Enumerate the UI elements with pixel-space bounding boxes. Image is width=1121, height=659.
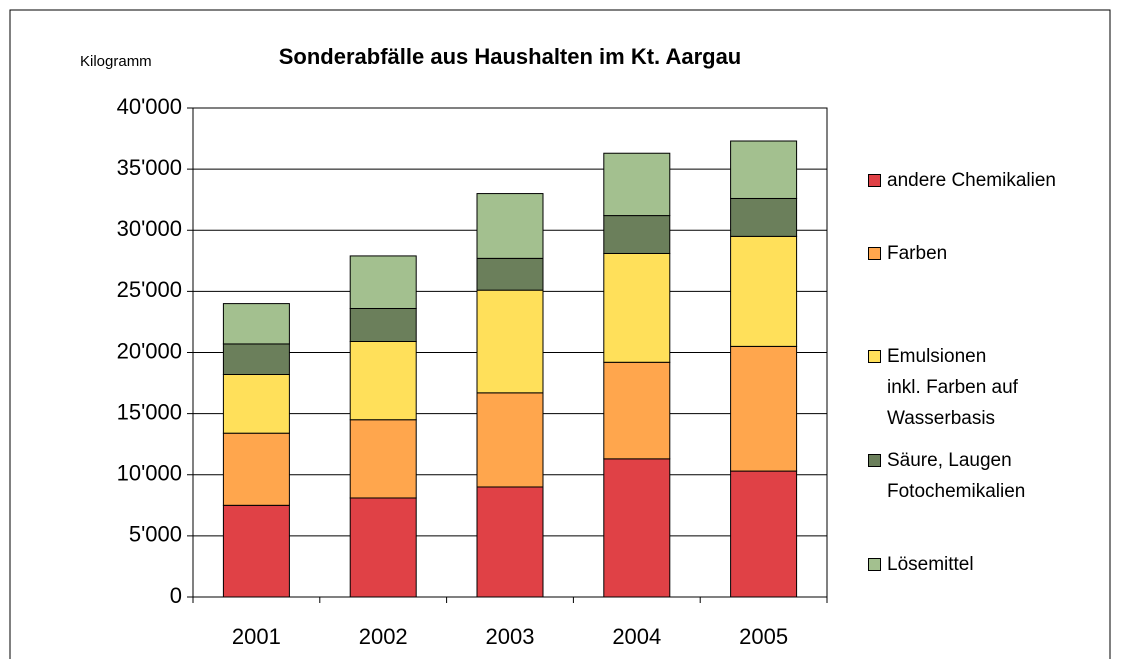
bar-segment [730,345,798,472]
x-tick-label: 2002 [359,624,408,649]
y-tick-label: 10'000 [117,461,182,486]
legend-item: andere Chemikalien [868,165,1056,196]
bar-segment [730,197,798,237]
legend-item: Säure, Laugen Fotochemikalien [868,445,1025,507]
legend-label: Säure, Laugen Fotochemikalien [887,450,1026,502]
legend-label: Lösemittel [887,554,974,575]
x-tick-label: 2005 [739,624,788,649]
legend-swatch [868,174,881,187]
y-tick-label: 25'000 [117,277,182,302]
y-tick-label: 20'000 [117,338,182,363]
bar-segment [730,470,798,598]
legend-swatch [868,247,881,260]
bar-segment [476,289,544,394]
y-tick-label: 5'000 [129,522,182,547]
y-tick-label: 15'000 [117,399,182,424]
bar-segment [476,257,544,291]
legend-swatch [868,558,881,571]
legend-swatch [868,454,881,467]
bar-segment [730,235,798,347]
bar-segment [222,504,290,598]
bar-segment [349,255,417,309]
y-tick-label: 40'000 [117,94,182,119]
y-axis-label: Kilogramm [80,53,152,70]
legend-item: Farben [868,238,947,269]
frame [9,9,1111,659]
bar-segment [603,361,671,460]
legend-swatch [868,350,881,363]
bar-segment [730,140,798,199]
legend-label: andere Chemikalien [887,170,1056,191]
plot-frame [192,107,828,598]
bar-segment [349,307,417,342]
legend-item: Emulsionen inkl. Farben auf Wasserbasis [868,341,1018,434]
x-tick-label: 2003 [486,624,535,649]
legend-label: Emulsionen inkl. Farben auf Wasserbasis [887,346,1018,429]
bar-segment [349,419,417,499]
bar-segment [349,340,417,421]
bar-segment [476,392,544,488]
bar-segment [476,193,544,259]
legend-label: Farben [887,243,948,264]
x-tick-label: 2004 [612,624,661,649]
bar-segment [222,432,290,506]
y-tick-label: 35'000 [117,155,182,180]
bar-segment [603,152,671,217]
bar-segment [222,303,290,345]
bar-segment [349,497,417,598]
legend-item: Lösemittel [868,549,974,580]
bar-segment [603,252,671,363]
y-tick-label: 0 [170,583,182,608]
bar-segment [603,215,671,254]
bar-segment [222,374,290,434]
y-tick-label: 30'000 [117,216,182,241]
bar-segment [476,486,544,598]
chart-title: Sonderabfälle aus Haushalten im Kt. Aarg… [279,44,742,69]
bar-segment [603,458,671,598]
x-tick-label: 2001 [232,624,281,649]
bar-segment [222,343,290,376]
